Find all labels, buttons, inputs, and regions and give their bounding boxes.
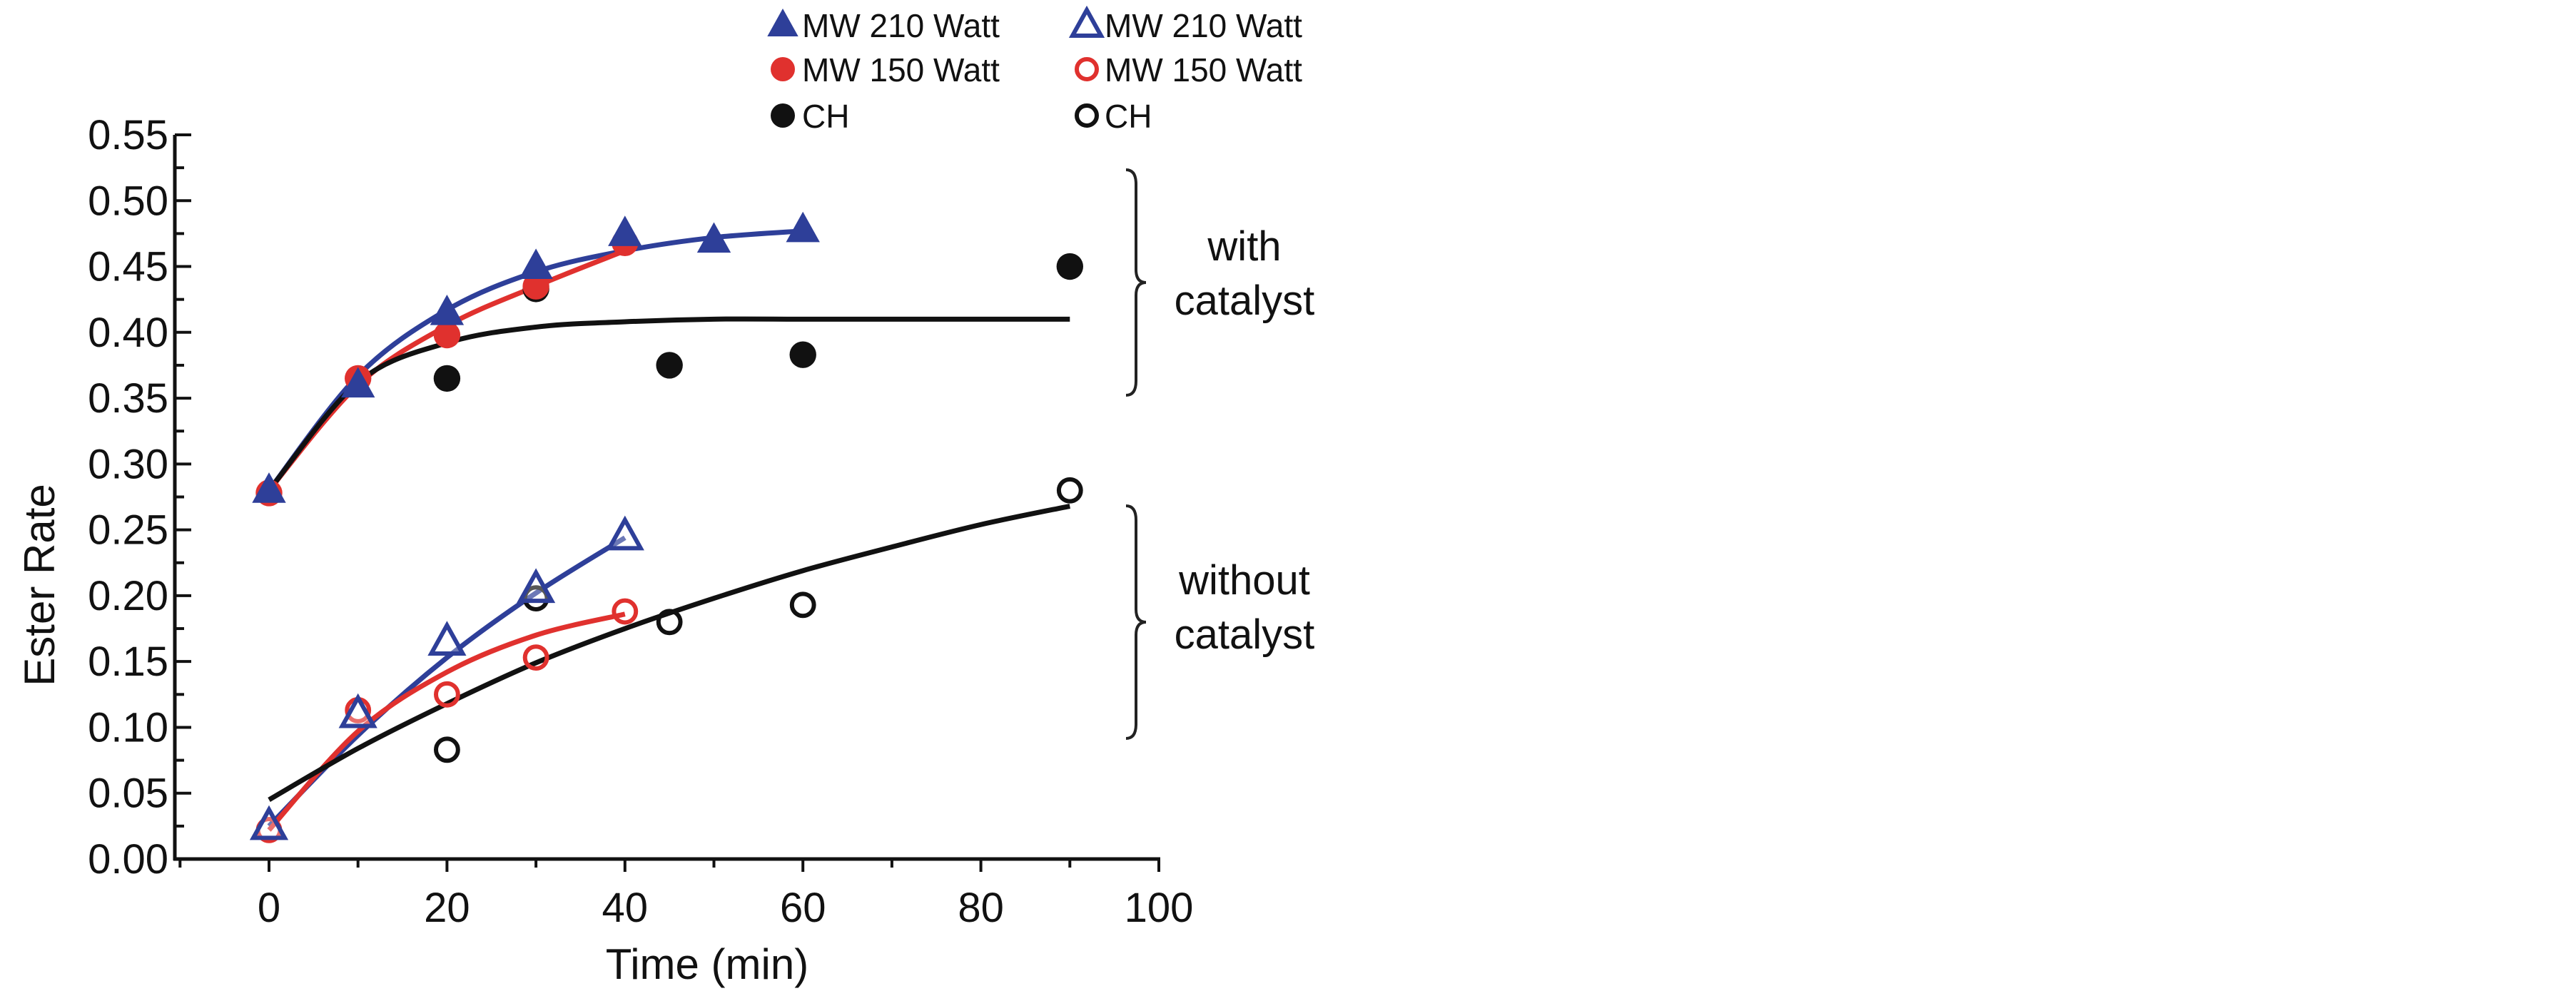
x-tick-label: 100 [1125, 885, 1194, 931]
legend-marker [771, 57, 795, 81]
data-point-3 [249, 805, 289, 840]
legend-marker [1068, 5, 1105, 38]
data-point-0 [252, 472, 286, 503]
data-points [249, 211, 1084, 843]
axes: 0.00 0.05 0.10 0.15 0.20 0.25 0.30 0.35 0.40 0.45… [88, 112, 1193, 931]
data-point-4 [612, 598, 639, 625]
legend-label: CH [802, 98, 849, 135]
brace-0 [1125, 168, 1147, 397]
brace-1 [1125, 504, 1147, 740]
data-point-5 [1056, 477, 1083, 504]
y-tick-label: 0.15 [88, 639, 168, 685]
data-point-3 [427, 621, 467, 656]
data-point-2 [656, 352, 683, 379]
x-tick-label: 80 [958, 885, 1004, 931]
y-axis-label: Ester Rate [16, 484, 64, 686]
data-point-1 [522, 273, 549, 300]
data-point-0 [519, 248, 553, 280]
data-point-0 [430, 294, 465, 325]
fit-curve-5 [268, 503, 1071, 802]
legend-marker [767, 8, 798, 36]
y-tick-label: 0.10 [88, 704, 168, 751]
y-tick-label: 0.20 [88, 573, 168, 619]
data-point-2 [789, 341, 816, 368]
x-tick-label: 40 [602, 885, 649, 931]
y-tick-label: 0.05 [88, 771, 168, 817]
data-point-5 [656, 609, 683, 636]
group-label: catalyst [1175, 611, 1315, 658]
legend-label: MW 150 Watt [1105, 51, 1302, 88]
fit-curve-2 [267, 316, 1070, 492]
data-point-5 [789, 591, 816, 619]
data-point-0 [786, 211, 820, 243]
data-point-3 [517, 568, 556, 604]
x-tick-label: 0 [258, 885, 280, 931]
y-tick-label: 0.30 [88, 441, 168, 487]
data-point-5 [434, 736, 460, 763]
data-point-0 [341, 367, 375, 398]
group-braces: with catalyst without catalyst [1125, 168, 1315, 740]
y-tick-label: 0.35 [88, 375, 168, 422]
group-label: without [1178, 557, 1310, 604]
data-point-0 [696, 222, 731, 253]
y-tick-label: 0.45 [88, 244, 168, 290]
data-point-3 [605, 515, 644, 551]
legend-marker [771, 103, 795, 128]
x-axis-label: Time (min) [606, 940, 808, 988]
group-label: with [1207, 223, 1281, 270]
legend-label: MW 210 Watt [1105, 7, 1302, 44]
legend-marker [1075, 57, 1099, 81]
data-point-3 [338, 693, 377, 728]
data-point-4 [434, 681, 460, 708]
data-point-0 [608, 215, 642, 246]
y-tick-label: 0.25 [88, 507, 168, 554]
legend-label: MW 150 Watt [802, 51, 1000, 88]
legend-label: CH [1105, 98, 1152, 135]
group-label: catalyst [1175, 278, 1315, 324]
y-tick-label: 0.00 [88, 836, 168, 883]
data-point-2 [1056, 253, 1084, 280]
data-point-2 [433, 365, 461, 392]
data-point-4 [522, 644, 549, 671]
y-tick-label: 0.55 [88, 112, 168, 158]
legend-label: MW 210 Watt [802, 7, 1000, 44]
x-tick-label: 60 [780, 885, 826, 931]
legend-marker [1075, 103, 1099, 128]
legend: MW 210 Watt MW 210 Watt MW 150 Watt MW 150 … [767, 5, 1302, 135]
x-tick-label: 20 [424, 885, 470, 931]
y-tick-label: 0.40 [88, 310, 168, 356]
data-point-1 [433, 321, 461, 349]
data-point-5 [522, 585, 549, 611]
fit-curves [267, 228, 1071, 832]
y-tick-label: 0.50 [88, 178, 168, 224]
